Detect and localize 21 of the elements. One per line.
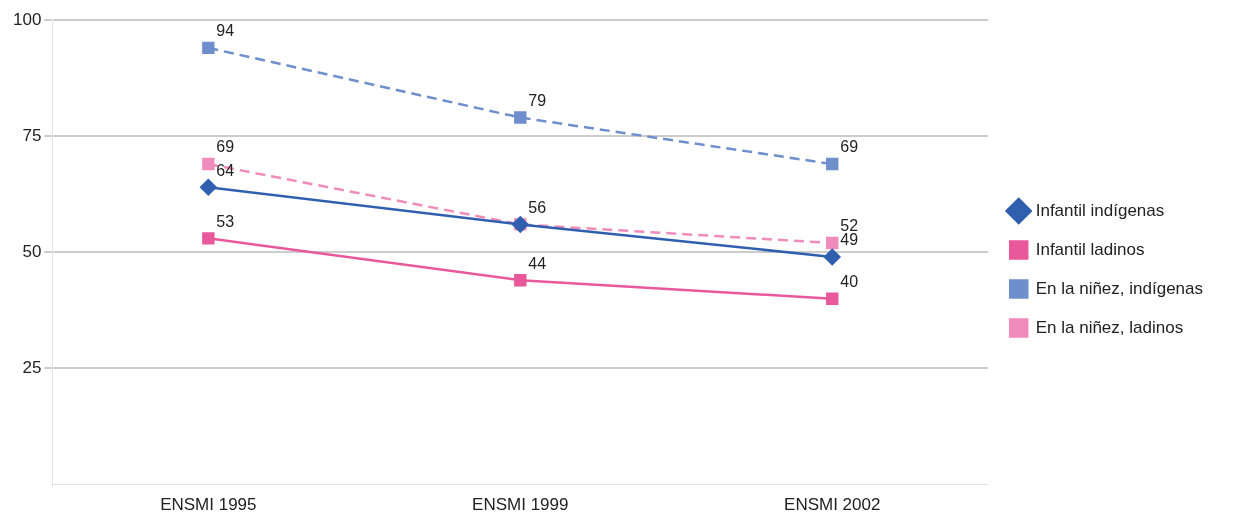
y-tick-label: 100 bbox=[12, 9, 42, 29]
data-label: 79 bbox=[528, 91, 547, 109]
y-tick-label: 25 bbox=[22, 358, 42, 378]
data-label: 94 bbox=[216, 22, 235, 40]
data-label: 69 bbox=[216, 138, 235, 156]
legend-label: Infantil ladinos bbox=[1035, 239, 1145, 259]
data-label: 49 bbox=[840, 231, 859, 249]
data-label: 40 bbox=[840, 273, 859, 291]
data-label: 64 bbox=[216, 161, 235, 179]
y-tick-label: 75 bbox=[22, 125, 42, 145]
legend-label: En la niñez, ladinos bbox=[1035, 317, 1184, 337]
x-tick-label: ENSMI 2002 bbox=[784, 495, 881, 515]
data-label: 44 bbox=[528, 254, 547, 272]
data-label: 53 bbox=[216, 212, 235, 230]
data-label: 56 bbox=[528, 198, 547, 216]
y-tick-label: 50 bbox=[22, 241, 42, 261]
legend-label: En la niñez, indígenas bbox=[1035, 278, 1204, 298]
x-tick-label: ENSMI 1999 bbox=[472, 495, 569, 515]
x-tick-label: ENSMI 1995 bbox=[160, 495, 257, 515]
data-label: 69 bbox=[840, 138, 859, 156]
legend-label: Infantil indígenas bbox=[1035, 200, 1165, 220]
